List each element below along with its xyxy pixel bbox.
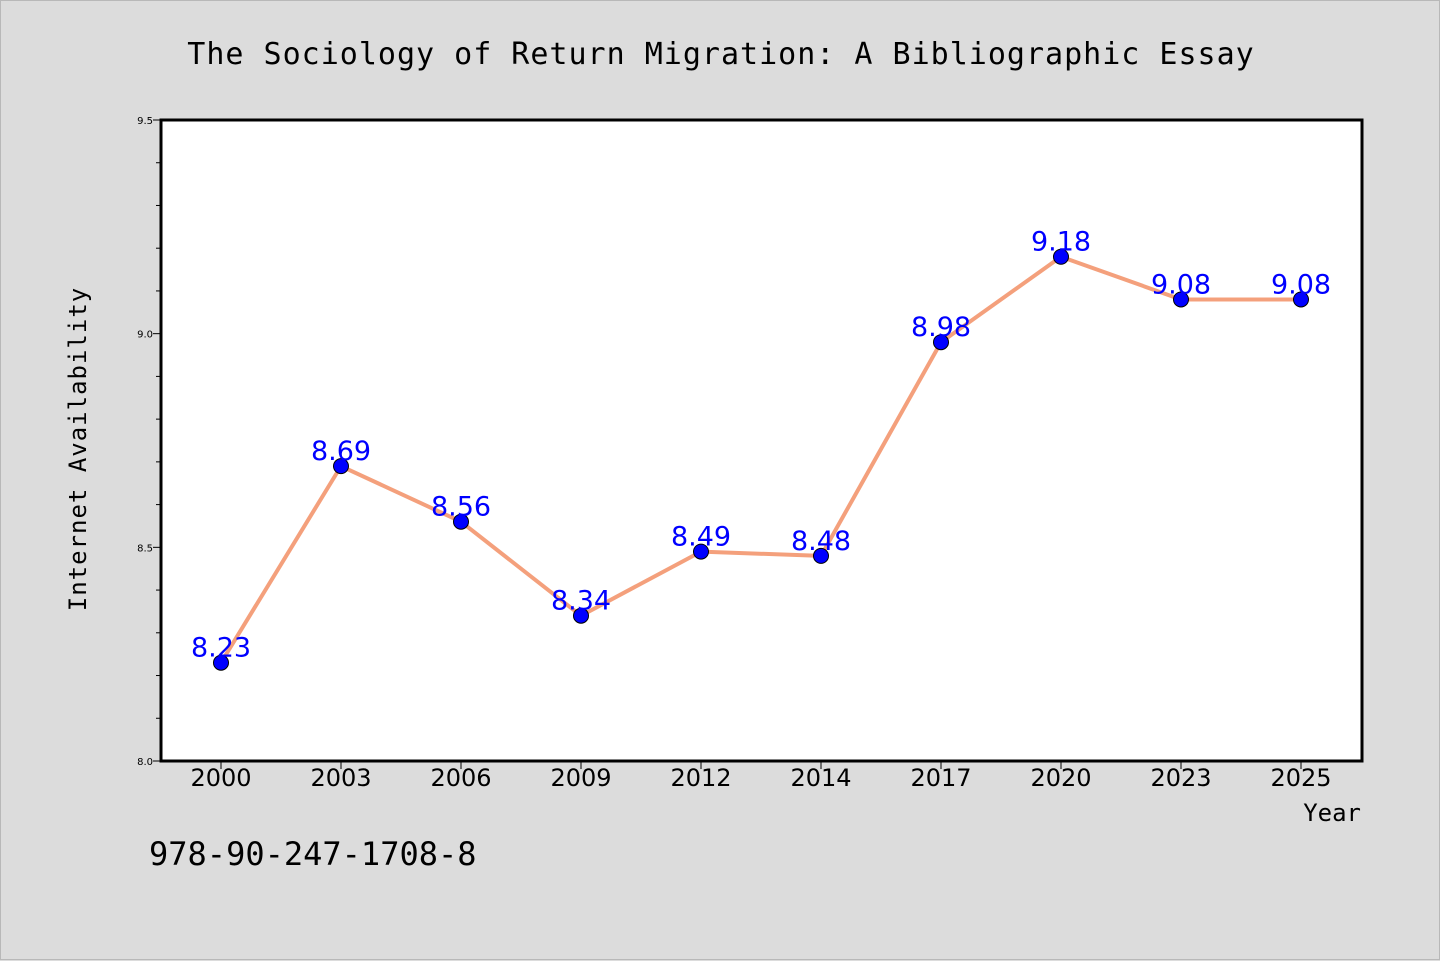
- x-tick-label: 2006: [430, 764, 491, 792]
- data-point: [933, 334, 949, 351]
- x-axis: 2000 2003 2006 2009 2012 2014 2017 2020 2023 2025: [190, 761, 1332, 792]
- data-label: 8.49: [671, 522, 731, 553]
- y-axis: 8.0 8.5 9.0 9.5: [137, 116, 161, 768]
- x-tick-label: 2009: [550, 764, 611, 792]
- data-label: 8.48: [791, 526, 851, 557]
- data-points: [213, 248, 1309, 671]
- data-label: 9.18: [1031, 227, 1091, 258]
- data-label: 8.98: [911, 312, 971, 343]
- data-label: 8.34: [551, 586, 611, 617]
- data-label: 8.23: [191, 633, 251, 664]
- data-label: 8.69: [311, 436, 371, 467]
- data-point: [1053, 248, 1069, 265]
- series-line-group: [219, 254, 1301, 664]
- chart-title: The Sociology of Return Migration: A Bib…: [187, 37, 1254, 72]
- data-label: 9.08: [1271, 269, 1331, 300]
- plot-area: [159, 118, 1364, 763]
- data-point: [693, 543, 709, 560]
- x-tick-label: 2012: [670, 764, 731, 792]
- series-line: [219, 254, 1301, 664]
- x-tick-label: 2000: [190, 764, 251, 792]
- data-point: [573, 607, 589, 624]
- y-tick-label: 8.5: [137, 543, 153, 554]
- x-tick-label: 2014: [790, 764, 851, 792]
- data-label: 8.56: [431, 492, 491, 523]
- isbn-text: 978-90-247-1708-8: [149, 835, 477, 873]
- data-point: [213, 654, 229, 671]
- data-point: [453, 513, 469, 530]
- y-tick-label: 8.0: [137, 757, 153, 768]
- data-point: [813, 547, 829, 564]
- data-point: [333, 458, 349, 475]
- x-tick-label: 2003: [310, 764, 371, 792]
- y-tick-label: 9.5: [137, 116, 153, 127]
- x-axis-label: Year: [1303, 799, 1361, 827]
- x-tick-label: 2025: [1270, 764, 1331, 792]
- x-tick-label: 2017: [910, 764, 971, 792]
- data-label: 9.08: [1151, 269, 1211, 300]
- x-tick-label: 2023: [1150, 764, 1211, 792]
- data-labels: 8.23 8.69 8.56 8.34 8.49 8.48 8.98 9.18 9.08 9.08: [191, 227, 1331, 664]
- data-point: [1173, 291, 1189, 308]
- x-tick-label: 2020: [1030, 764, 1091, 792]
- data-point: [1293, 291, 1309, 308]
- y-tick-label: 9.0: [137, 330, 153, 341]
- y-axis-label: Internet Availability: [64, 287, 92, 611]
